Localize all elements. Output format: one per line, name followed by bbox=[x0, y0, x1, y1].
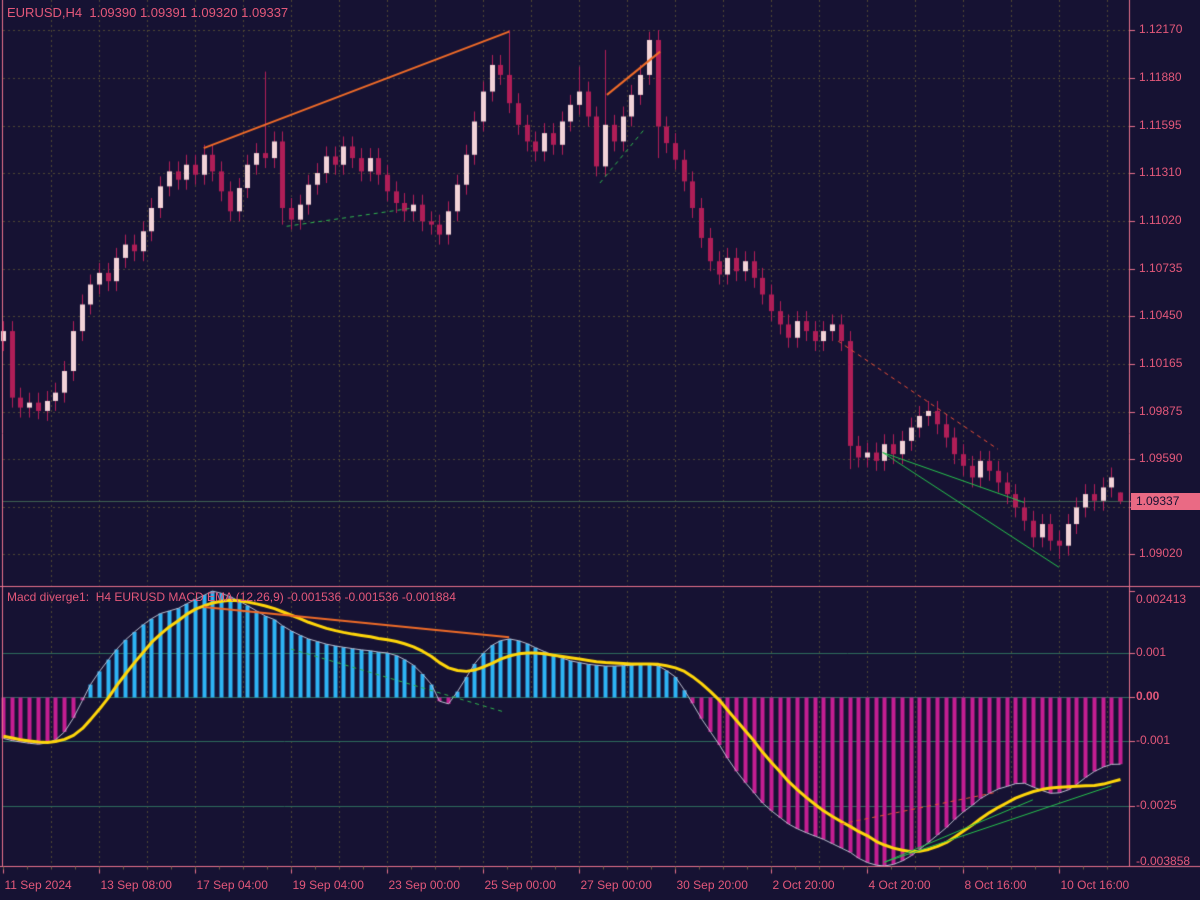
time-axis-label: 19 Sep 04:00 bbox=[292, 878, 364, 892]
time-axis-label: 30 Sep 20:00 bbox=[676, 878, 748, 892]
price-axis-label: 1.10450 bbox=[1139, 308, 1183, 322]
time-axis-label: 11 Sep 2024 bbox=[4, 878, 72, 892]
indicator-axis-label: 0.001 bbox=[1136, 645, 1167, 659]
time-axis-label: 10 Oct 16:00 bbox=[1060, 878, 1130, 892]
price-axis-label: 1.09020 bbox=[1139, 546, 1183, 560]
chart-title: EURUSD,H4 1.09390 1.09391 1.09320 1.0933… bbox=[7, 5, 289, 20]
price-axis-label: 1.09875 bbox=[1139, 404, 1183, 418]
price-axis-label: 1.10165 bbox=[1139, 356, 1183, 370]
price-axis-label: 1.10735 bbox=[1139, 261, 1183, 275]
price-axis-label: 1.11595 bbox=[1139, 118, 1182, 132]
bid-price-label: 1.09337 bbox=[1131, 493, 1200, 510]
time-axis-label: 25 Sep 00:00 bbox=[484, 878, 556, 892]
time-axis-label: 4 Oct 20:00 bbox=[868, 878, 931, 892]
time-axis-label: 8 Oct 16:00 bbox=[964, 878, 1027, 892]
price-axis-label: 1.11880 bbox=[1139, 70, 1182, 84]
indicator-axis-label: -0.001 bbox=[1136, 733, 1171, 747]
time-axis-label: 23 Sep 00:00 bbox=[388, 878, 460, 892]
price-axis-label: 1.11310 bbox=[1139, 165, 1182, 179]
indicator-axis-label: 0.00 bbox=[1136, 689, 1160, 703]
price-axis-label: 1.12170 bbox=[1139, 22, 1183, 36]
indicator-axis-label: -0.003858 bbox=[1136, 854, 1191, 868]
time-axis-label: 27 Sep 00:00 bbox=[580, 878, 652, 892]
time-axis-label: 13 Sep 08:00 bbox=[100, 878, 172, 892]
time-axis-label: 2 Oct 20:00 bbox=[772, 878, 835, 892]
price-axis-label: 1.11020 bbox=[1139, 213, 1182, 227]
indicator-axis-label: -0.0025 bbox=[1136, 798, 1177, 812]
price-axis-label: 1.09590 bbox=[1139, 451, 1183, 465]
indicator-axis-label: 0.002413 bbox=[1136, 592, 1187, 606]
indicator-title: Macd diverge1: H4 EURUSD MACD EMA (12,26… bbox=[7, 590, 456, 604]
time-axis-label: 17 Sep 04:00 bbox=[196, 878, 268, 892]
